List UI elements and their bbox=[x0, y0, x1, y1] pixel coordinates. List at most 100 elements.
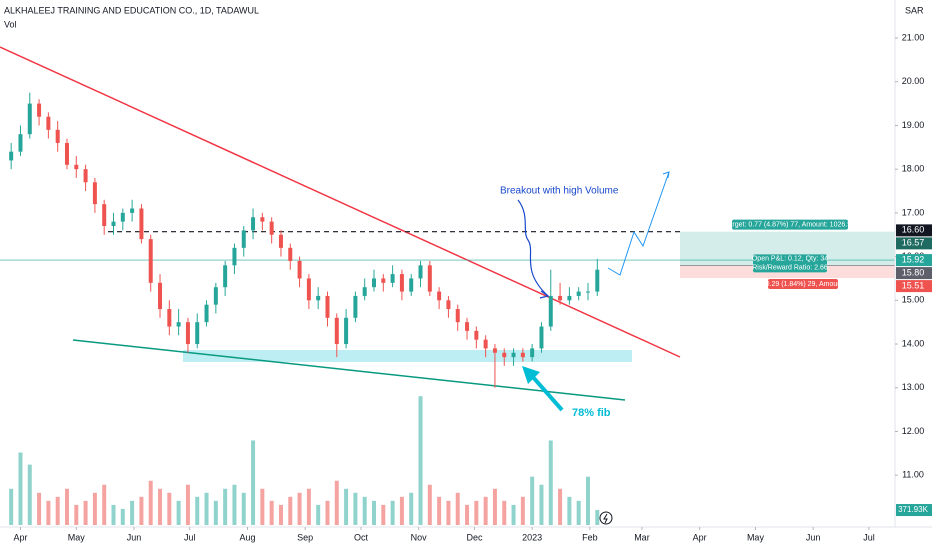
volume-bar bbox=[465, 504, 470, 525]
volume-bar bbox=[130, 500, 135, 525]
candle-body bbox=[372, 278, 377, 288]
x-tick-label: Aug bbox=[239, 532, 255, 542]
forecast-arrow-head bbox=[662, 171, 670, 179]
volume-bar bbox=[502, 500, 507, 525]
volume-bar bbox=[176, 500, 181, 525]
volume-bar bbox=[27, 464, 32, 525]
candle-body bbox=[585, 291, 590, 293]
volume-bar bbox=[362, 496, 367, 525]
x-tick-label: Nov bbox=[411, 532, 428, 542]
candle-body bbox=[269, 221, 274, 235]
event-icon bbox=[599, 511, 613, 525]
candle-body bbox=[502, 352, 507, 358]
candle-body bbox=[120, 212, 125, 222]
volume-bar bbox=[316, 504, 321, 525]
y-tick-label: 12.00 bbox=[902, 426, 925, 436]
volume-bar bbox=[558, 488, 563, 525]
candle-body bbox=[130, 208, 135, 213]
y-tick-label: 17.00 bbox=[902, 207, 925, 217]
volume-label-box bbox=[896, 504, 932, 517]
y-tick-label: 11.00 bbox=[902, 470, 924, 480]
candle-body bbox=[455, 309, 460, 323]
currency: SAR bbox=[905, 5, 924, 15]
x-tick-label: May bbox=[68, 532, 86, 542]
position-pnl-text: Risk/Reward Ratio: 2.66 bbox=[752, 265, 828, 272]
volume-bar bbox=[409, 492, 414, 525]
candle-body bbox=[492, 348, 497, 353]
candle-body bbox=[446, 300, 451, 310]
volume-title: Vol bbox=[4, 19, 17, 29]
y-tick-label: 15.00 bbox=[902, 295, 925, 305]
candle-body bbox=[474, 330, 479, 340]
position-target-text: Target: 0.77 (4.87%) 77, Amount: 1026.55 bbox=[725, 222, 855, 229]
candle-body bbox=[241, 230, 246, 248]
price-label: 16.57 bbox=[902, 238, 925, 248]
y-tick-label: 20.00 bbox=[902, 76, 925, 86]
candle-body bbox=[306, 278, 311, 301]
candle-body bbox=[316, 295, 321, 301]
candle-body bbox=[520, 352, 525, 358]
candle-body bbox=[539, 326, 544, 349]
volume-bar bbox=[46, 500, 51, 525]
candle-body bbox=[465, 322, 470, 331]
candle-body bbox=[558, 295, 563, 301]
candle-body bbox=[288, 247, 293, 261]
candle-body bbox=[176, 322, 181, 327]
candle-body bbox=[362, 287, 367, 296]
breakout-arrow-head bbox=[539, 290, 550, 299]
chart-title: ALKHALEEJ TRAINING AND EDUCATION CO., 1D… bbox=[4, 5, 259, 15]
price-label: 15.80 bbox=[902, 267, 925, 277]
candle-body bbox=[576, 291, 581, 296]
candle-body bbox=[37, 103, 42, 117]
volume-bar bbox=[418, 396, 423, 525]
candle-body bbox=[64, 142, 69, 165]
volume-bar bbox=[297, 492, 302, 525]
price-label: 15.92 bbox=[902, 254, 925, 264]
position-stop-text: Stop: 0.29 (1.84%) 29, Amount: 990 bbox=[747, 281, 858, 288]
candle-body bbox=[185, 322, 190, 345]
volume-bar bbox=[539, 484, 544, 525]
event-icon-bolt bbox=[603, 513, 608, 524]
candle-body bbox=[111, 221, 116, 226]
volume-bar bbox=[530, 476, 535, 525]
volume-bar bbox=[334, 480, 339, 525]
candle-body bbox=[548, 295, 553, 327]
volume-bar bbox=[381, 504, 386, 525]
position-stop-box bbox=[768, 279, 838, 290]
annotation-breakout: Breakout with high Volume bbox=[500, 186, 619, 197]
candle-body bbox=[195, 322, 200, 345]
candle-body bbox=[74, 164, 79, 170]
volume-bar bbox=[213, 500, 218, 525]
volume-bar bbox=[437, 496, 442, 525]
candle-body bbox=[46, 116, 51, 130]
candle-body bbox=[148, 239, 153, 283]
x-tick-label: May bbox=[747, 532, 765, 542]
volume-bar bbox=[185, 484, 190, 525]
x-tick-label: Mar bbox=[634, 532, 650, 542]
y-tick-label: 14.00 bbox=[902, 338, 925, 348]
x-tick-label: Sep bbox=[297, 532, 313, 542]
price-label-box bbox=[896, 254, 932, 267]
candle-body bbox=[390, 274, 395, 283]
x-tick-label: Jun bbox=[806, 532, 821, 542]
volume-bar bbox=[92, 492, 97, 525]
price-label-box bbox=[896, 280, 932, 293]
volume-bar bbox=[372, 500, 377, 525]
candle-body bbox=[223, 265, 228, 288]
candle-body bbox=[158, 282, 163, 310]
volume-bar bbox=[576, 500, 581, 525]
candle-body bbox=[102, 204, 107, 226]
volume-bar bbox=[446, 500, 451, 525]
volume-bar bbox=[241, 492, 246, 525]
candle-body bbox=[9, 151, 14, 161]
volume-bar bbox=[102, 484, 107, 525]
price-label-box bbox=[896, 267, 932, 280]
volume-bar bbox=[232, 484, 237, 525]
volume-bar bbox=[195, 496, 200, 525]
candle-body bbox=[325, 295, 330, 318]
volume-bar bbox=[18, 452, 23, 525]
candle-body bbox=[278, 234, 283, 248]
x-tick-label: Apr bbox=[693, 532, 707, 542]
volume-bar bbox=[37, 492, 42, 525]
